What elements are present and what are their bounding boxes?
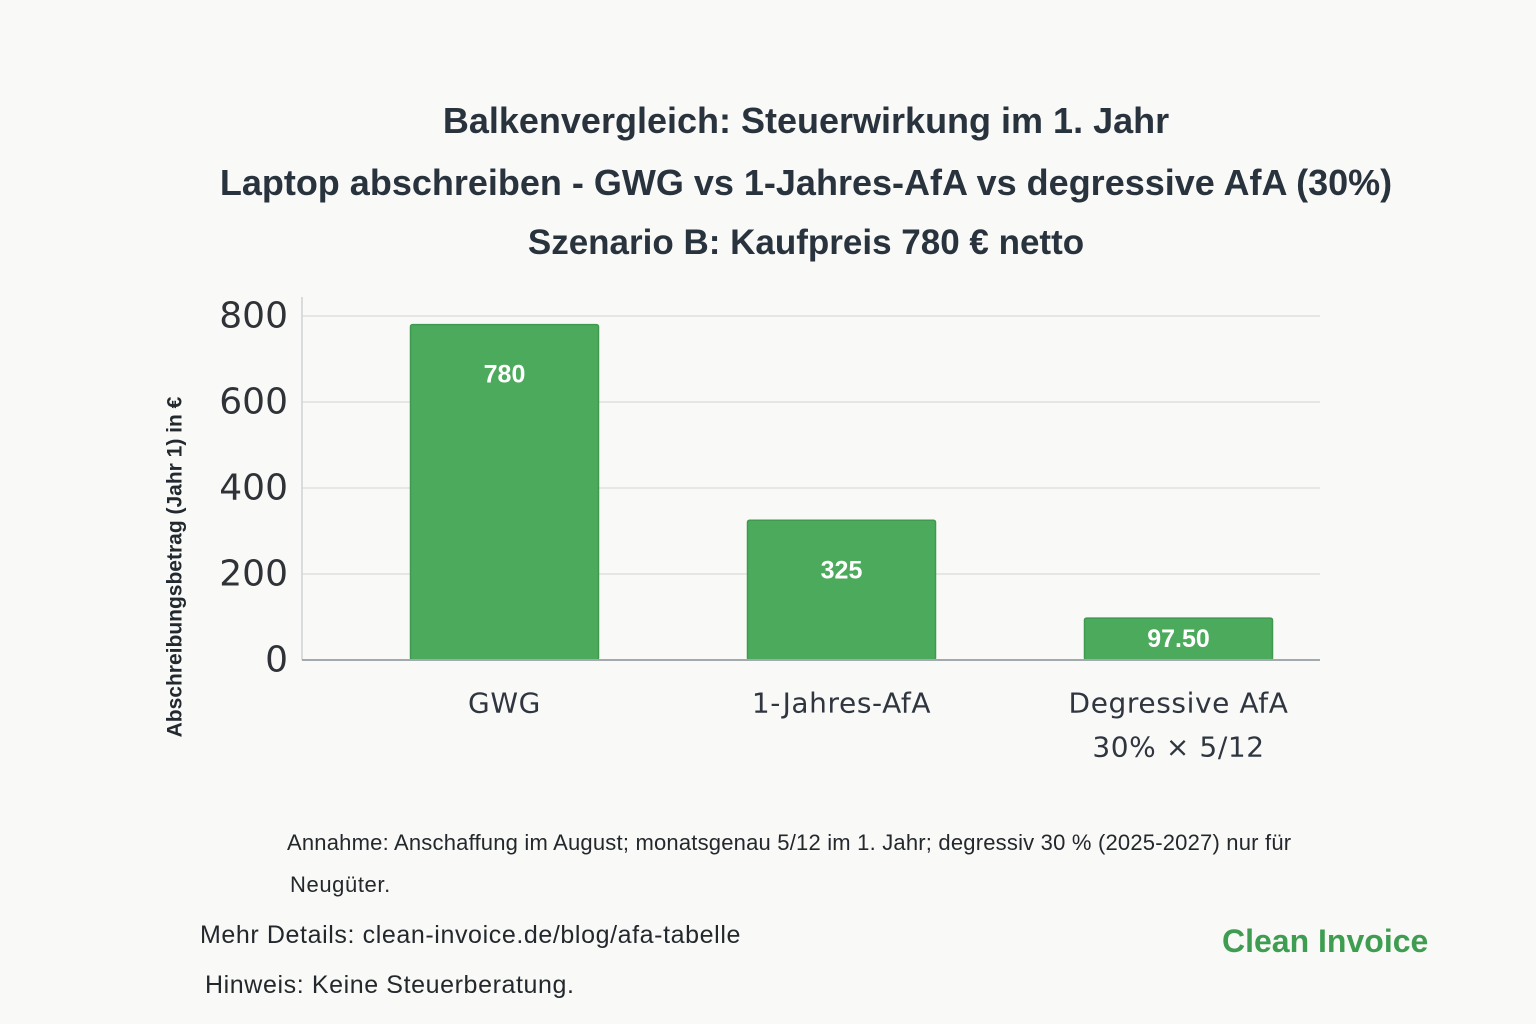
chart-subtitle: Laptop abschreiben - GWG vs 1-Jahres-AfA… (219, 162, 1393, 203)
disclaimer-note: Hinweis: Keine Steuerberatung. (205, 971, 575, 999)
bars (409, 323, 1274, 661)
details-note: Mehr Details: clean-invoice.de/blog/afa-… (200, 921, 741, 949)
y-tick-label: 400 (219, 468, 288, 509)
y-tick-label: 800 (219, 296, 288, 337)
brand-logo-text: Clean Invoice (1222, 923, 1429, 959)
bar (746, 519, 937, 661)
x-tick-label: Degressive AfA (1069, 687, 1289, 720)
y-tick-label: 600 (219, 382, 288, 423)
y-axis-label: Abschreibungsbetrag (Jahr 1) in € (164, 396, 187, 737)
x-tick-label: GWG (468, 687, 541, 720)
chart-title: Balkenvergleich: Steuerwirkung im 1. Jah… (442, 100, 1170, 141)
x-tick-label: 1-Jahres-AfA (752, 687, 931, 720)
data-label: 97.50 (1147, 625, 1210, 653)
chart-scenario: Szenario B: Kaufpreis 780 € netto (527, 223, 1085, 262)
data-label: 325 (821, 556, 863, 584)
labels: 0 200 400 600 800 780 GWG 325 1-Jahres-AfA 97.50 D… (219, 296, 1288, 764)
assumption-note-line-2: Neugüter. (290, 872, 391, 897)
y-tick-label: 0 (265, 640, 288, 681)
data-label: 780 (484, 361, 526, 389)
assumption-note-line-1: Annahme: Anschaffung im August; monatsge… (287, 830, 1292, 855)
y-tick-label: 200 (219, 554, 288, 595)
x-tick-label: 30% × 5/12 (1092, 731, 1264, 764)
